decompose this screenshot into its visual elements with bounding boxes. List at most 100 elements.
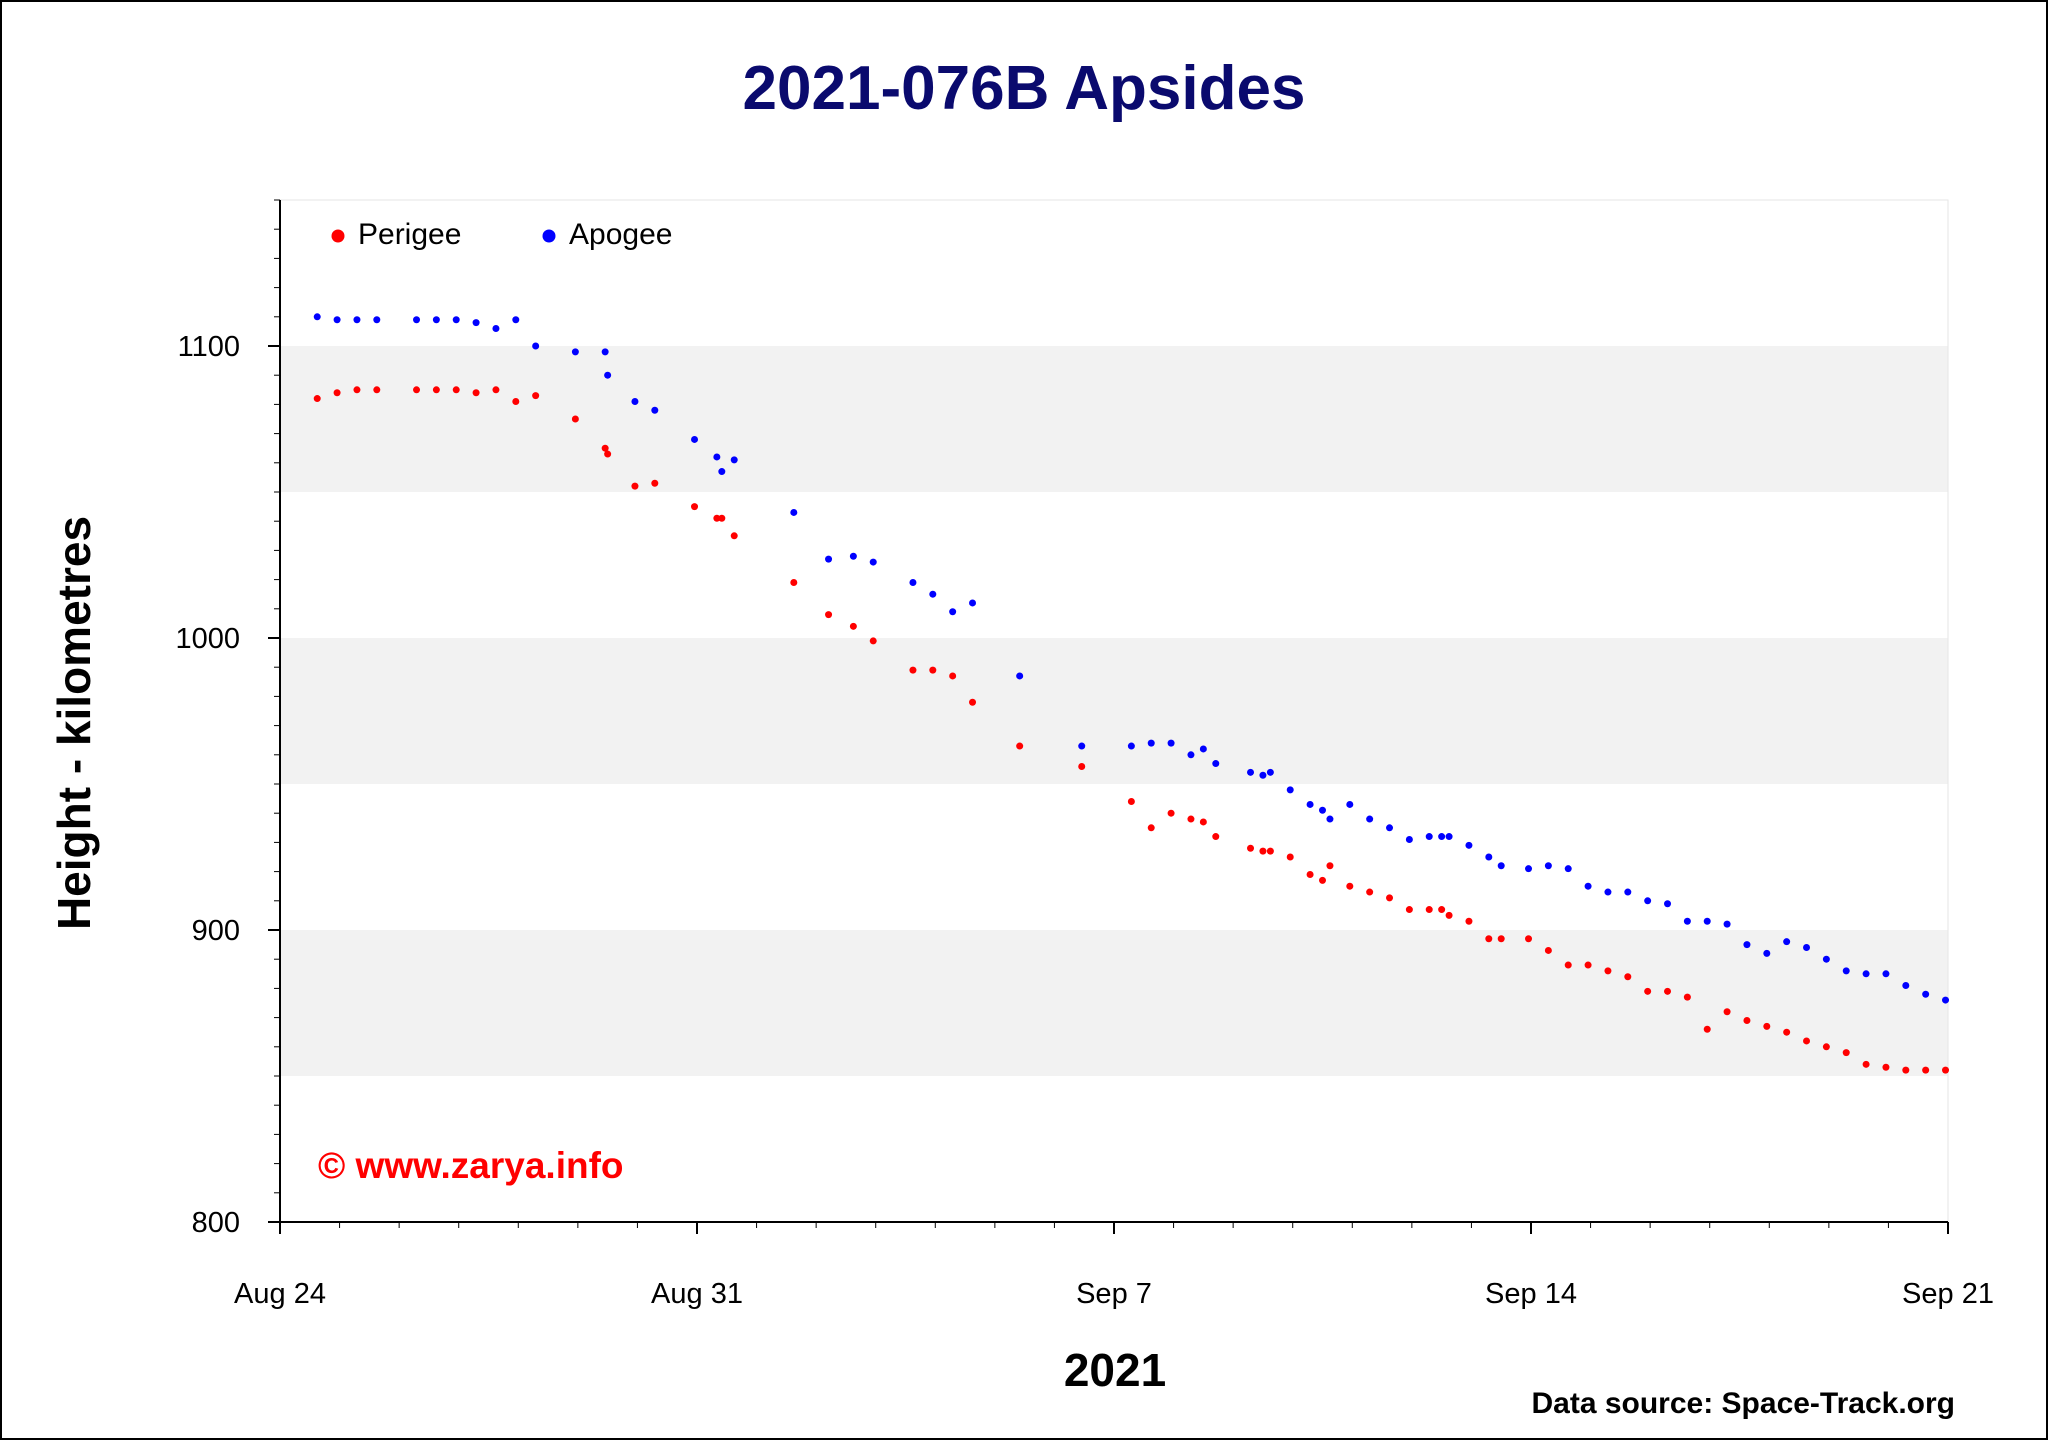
apogee-point [452,316,460,324]
data-source-note: Data source: Space-Track.org [1531,1387,1955,1420]
apogee-point [1564,865,1572,873]
apogee-point [1544,862,1552,870]
apogee-point [571,348,579,356]
perigee-point [1862,1060,1870,1068]
apogee-point [1624,888,1632,896]
apogee-point [1822,955,1830,963]
perigee-point [713,514,721,522]
perigee-point [790,579,798,587]
apogee-point [1266,768,1274,776]
apogee-point [532,342,540,350]
perigee-point [1078,762,1086,770]
x-tick-label: Aug 31 [651,1278,743,1310]
perigee-point [849,622,857,630]
perigee-point [1319,876,1326,884]
apogee-point [1525,865,1533,873]
perigee-point [1212,833,1220,841]
series-layer [313,313,1950,1074]
apogee-point [1346,800,1354,808]
perigee-point [825,611,833,619]
apogee-point [333,316,341,324]
apogee-point [432,316,440,324]
apogee-point [413,316,421,324]
perigee-point [1386,894,1394,902]
apogee-point [929,590,937,598]
perigee-point [1822,1043,1830,1051]
grid-band [280,930,1948,1076]
perigee-point [1147,824,1155,832]
perigee-point [1624,973,1632,981]
perigee-point [413,386,421,394]
perigee-point [353,386,361,394]
apogee-point [825,555,833,563]
apogee-point [1366,815,1374,823]
perigee-point [1438,906,1446,914]
apogee-point [472,319,480,327]
grid-band [280,346,1948,492]
apogee-point [969,599,977,607]
apogee-point [1405,835,1413,843]
perigee-point [1346,882,1354,890]
perigee-point [969,698,977,706]
apogee-point [1882,970,1890,978]
perigee-point [730,532,738,540]
apogee-point [790,508,798,516]
x-tick-label: Sep 21 [1902,1278,1994,1310]
x-tick-label: Sep 14 [1485,1278,1577,1310]
perigee-point [1683,993,1691,1001]
apogee-point [492,324,500,332]
apogee-point [353,316,361,324]
perigee-point [1187,815,1195,823]
axes: 800 900 1000 1100 Aug 24 Aug 31 Sep 7 Sep 14 Sep… [175,199,1994,1310]
legend-marker-apogee [542,229,556,243]
apogee-point [691,435,699,443]
perigee-point [452,386,460,394]
perigee-point [1366,888,1374,896]
apogee-point [631,397,639,405]
apogee-point [1485,853,1493,861]
perigee-point [472,389,480,397]
grid-band [280,638,1948,784]
perigee-point [1266,847,1274,855]
apogee-point [1016,672,1024,680]
legend-label-apogee: Apogee [569,218,672,251]
apogee-point [1386,824,1394,832]
perigee-point [1525,935,1533,943]
apogee-point [869,558,877,566]
apogee-point [313,313,321,321]
apogee-point [1584,882,1592,890]
apogee-point [1723,920,1731,928]
perigee-point [432,386,440,394]
apogee-point [730,456,738,464]
perigee-point [313,395,321,403]
perigee-point [631,482,639,490]
perigee-point [1167,809,1175,817]
apogee-point [849,552,857,560]
perigee-point [718,514,726,522]
apogee-point [1127,742,1135,750]
legend-marker-perigee [331,229,345,243]
apogee-point [1306,800,1314,808]
apogee-point [651,406,659,414]
perigee-point [651,479,659,487]
apogee-point [1803,944,1811,952]
perigee-point [1584,961,1592,969]
apogee-point [1438,833,1446,841]
apogee-point [1212,760,1220,768]
legend-label-perigee: Perigee [358,218,461,251]
perigee-point [1445,911,1453,919]
perigee-point [1723,1008,1731,1016]
apogee-point [1259,771,1267,779]
perigee-point [1902,1066,1910,1074]
perigee-point [492,386,500,394]
perigee-point [1259,847,1267,855]
apogee-point [1922,990,1930,998]
perigee-point [1942,1066,1950,1074]
perigee-point [532,392,540,400]
perigee-point [1247,844,1255,852]
apogee-point [1247,768,1255,776]
y-tick-label: 1100 [178,331,240,363]
perigee-point [1664,987,1672,995]
apogee-point [1078,742,1086,750]
y-axis-title: Height - kilometres [48,516,100,930]
